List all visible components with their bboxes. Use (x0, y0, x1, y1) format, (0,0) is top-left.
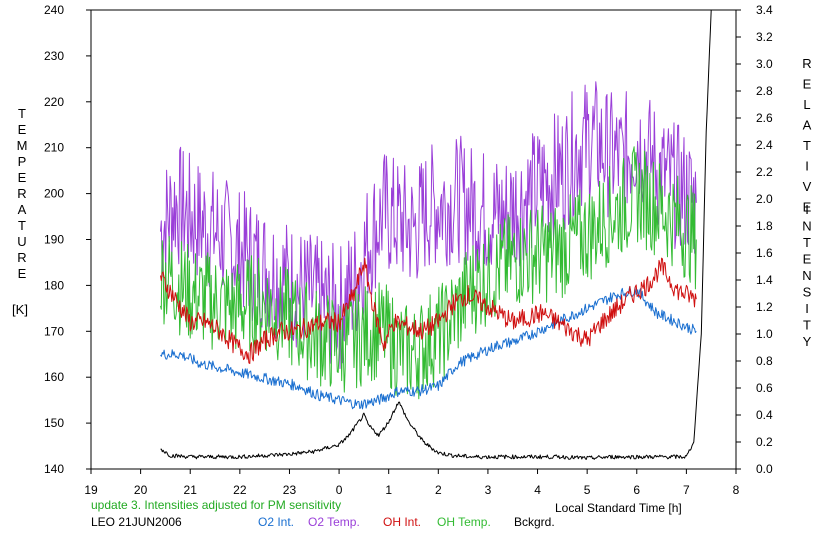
legend-bckgrd: Bckgrd. (514, 515, 555, 529)
y-right-tick-label: 1.6 (756, 246, 773, 260)
y-right-label-letter: I (805, 159, 809, 174)
y-right-label-letter: T (803, 318, 811, 333)
y-right-label-letter: T (803, 138, 811, 153)
x-tick-label: 23 (283, 483, 297, 497)
y-left-tick-label: 230 (44, 49, 64, 63)
y-right-label-letter: E (803, 200, 812, 215)
y-left-label-letter: E (18, 170, 27, 185)
x-tick-label: 20 (134, 483, 148, 497)
y-right-label-letter: Y (803, 334, 812, 349)
y-right-tick-label: 1.8 (756, 219, 773, 233)
x-tick-label: 4 (534, 483, 541, 497)
y-right-label-letter: V (803, 179, 812, 194)
y-right-tick-label: 3.4 (756, 3, 773, 17)
y-axis-right: 0.0 0.2 0.4 0.6 0.8 1.0 1.2 1.4 1.6 1.8 2.0 2.2 2.4 2… (736, 3, 773, 476)
x-tick-label: 1 (385, 483, 392, 497)
update-note: update 3. Intensities adjusted for PM se… (91, 498, 341, 512)
x-tick-label: 22 (233, 483, 247, 497)
y-left-tick-label: 140 (44, 462, 64, 476)
y-right-label-letter: N (802, 219, 811, 234)
series-o2-int (160, 286, 697, 410)
y-right-tick-label: 2.6 (756, 111, 773, 125)
x-tick-label: 19 (84, 483, 98, 497)
y-axis-left: 140 150 160 170 180 190 200 210 220 230 240 (44, 3, 91, 476)
y-left-label-letter: R (17, 250, 26, 265)
y-left-unit: [K] (12, 302, 28, 317)
x-tick-label: 3 (485, 483, 492, 497)
y-left-tick-label: 240 (44, 3, 64, 17)
y-right-tick-label: 0.2 (756, 435, 773, 449)
y-right-tick-label: 0.0 (756, 462, 773, 476)
y-right-tick-label: 3.0 (756, 57, 773, 71)
y-left-label-letter: E (18, 122, 27, 137)
legend-o2-temp: O2 Temp. (308, 515, 360, 529)
y-right-tick-label: 3.2 (756, 30, 773, 44)
x-axis: 19 20 21 22 23 0 1 2 3 4 5 6 7 8 (84, 469, 740, 497)
x-tick-label: 6 (633, 483, 640, 497)
x-tick-label: 8 (733, 483, 740, 497)
y-right-label-letter: N (802, 268, 811, 283)
y-right-tick-label: 1.0 (756, 327, 773, 341)
legend-o2-int: O2 Int. (258, 515, 294, 529)
y-right-tick-label: 1.2 (756, 300, 773, 314)
y-right-label-letter: A (803, 118, 812, 133)
y-left-tick-label: 150 (44, 416, 64, 430)
y-right-tick-label: 2.8 (756, 84, 773, 98)
x-tick-label: 0 (336, 483, 343, 497)
legend-oh-int: OH Int. (383, 515, 421, 529)
y-right-tick-label: 2.2 (756, 165, 773, 179)
y-right-label-letter: R (802, 56, 811, 71)
y-right-label-letter: T (803, 235, 811, 250)
x-tick-label: 5 (584, 483, 591, 497)
station-label: LEO 21JUN2006 (91, 515, 182, 529)
x-tick-label: 21 (184, 483, 198, 497)
y-right-label-letter: L (803, 97, 810, 112)
series-bckgrd (160, 9, 712, 460)
x-tick-label: 7 (683, 483, 690, 497)
y-right-tick-label: 2.0 (756, 192, 773, 206)
y-left-label-letter: U (17, 234, 26, 249)
y-left-tick-label: 170 (44, 324, 64, 338)
legend-oh-temp: OH Temp. (437, 515, 491, 529)
y-right-tick-label: 1.4 (756, 273, 773, 287)
y-left-tick-label: 190 (44, 233, 64, 247)
series-oh-int (160, 257, 697, 364)
y-right-label-letter: E (803, 252, 812, 267)
series-o2-temp (160, 81, 697, 369)
y-left-tick-label: 180 (44, 278, 64, 292)
y-left-label-letter: P (18, 154, 27, 169)
y-left-tick-label: 210 (44, 141, 64, 155)
y-left-label-letter: E (18, 266, 27, 281)
y-right-label-letter: S (803, 285, 812, 300)
y-right-label-letter: I (805, 202, 809, 217)
y-left-tick-label: 220 (44, 95, 64, 109)
y-right-tick-label: 0.8 (756, 354, 773, 368)
y-left-label-letter: R (17, 186, 26, 201)
y-left-tick-label: 160 (44, 370, 64, 384)
series-oh-temp (160, 146, 697, 400)
series-layer (160, 9, 712, 460)
x-tick-label: 2 (435, 483, 442, 497)
y-left-label-letter: M (17, 138, 28, 153)
y-right-tick-label: 0.4 (756, 408, 773, 422)
y-right-tick-label: 0.6 (756, 381, 773, 395)
y-right-label-letter: E (803, 77, 812, 92)
y-left-label-letter: A (18, 202, 27, 217)
y-left-label-letter: T (18, 106, 26, 121)
y-right-tick-label: 2.4 (756, 138, 773, 152)
y-left-label-letter: T (18, 218, 26, 233)
x-axis-label: Local Standard Time [h] (555, 501, 682, 515)
y-left-tick-label: 200 (44, 187, 64, 201)
y-right-label-letter: I (805, 301, 809, 316)
